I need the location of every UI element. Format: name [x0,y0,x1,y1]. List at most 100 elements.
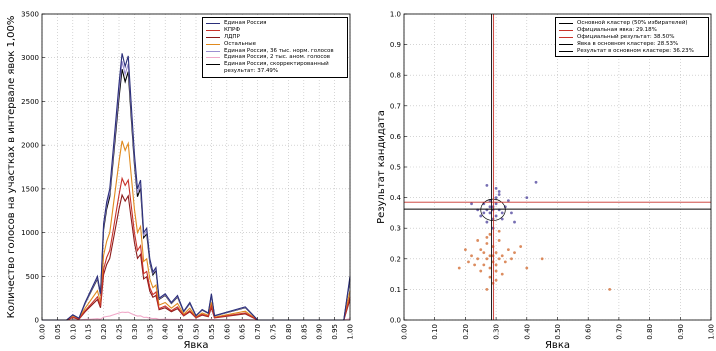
x-axis-label: Явка [183,340,208,351]
legend-label: Единая Россия, 2 тыс. аном. голосов [224,54,331,61]
point [494,263,498,267]
x-tick-label: 0.25 [116,324,124,340]
y-tick-label: 0.3 [390,225,401,233]
y-tick-label: 0.8 [390,72,401,80]
point [488,205,492,209]
legend-label: Единая Россия, скорректированный результ… [224,61,329,75]
point [464,248,467,252]
point [525,266,529,270]
legend-swatch [206,43,220,45]
point [608,288,612,291]
y-tick-label: 0.5 [390,164,401,172]
y-tick-label: 500 [26,273,39,281]
y-tick-label: 2500 [21,98,39,106]
point [488,275,492,279]
y-tick-label: 0.7 [390,102,401,110]
cluster-outline [480,198,506,221]
x-tick-label: 0.50 [554,324,562,340]
point [513,251,516,255]
x-tick-label: 0.20 [462,324,470,340]
legend-entry: Официальный результат: 38.50% [559,34,705,41]
point [476,239,480,242]
x-tick-label: 0.90 [677,324,685,340]
x-tick-label: 0.30 [131,324,139,340]
point [485,220,489,224]
legend-entry: Единая Россия, 2 тыс. аном. голосов [206,54,344,61]
x-axis-label: Явка [545,340,570,351]
point [479,214,483,218]
point [500,254,504,258]
x-tick-label: 0.80 [285,324,293,340]
point [470,254,473,258]
y-tick-label: 0.4 [390,194,402,202]
point [494,202,498,206]
x-tick-label: 1.00 [347,324,355,340]
point [494,214,498,218]
y-tick-label: 3000 [21,54,39,62]
point [482,263,486,267]
point [497,229,501,233]
y-tick-label: 2000 [21,142,39,150]
legend-swatch [559,43,573,45]
point [494,269,498,273]
y-tick-label: 1.0 [390,11,401,19]
legend-label: Результат в основном кластере: 36.23% [577,47,694,54]
legend-label: Основной кластер (50% избирателей) [577,20,688,26]
x-tick-label: 0.40 [523,324,531,340]
y-tick-label: 0.1 [390,286,401,294]
point [510,211,513,215]
legend: Основной кластер (50% избирателей) Официа… [555,17,709,58]
x-tick-label: 0.70 [615,324,623,340]
point [497,190,501,193]
legend-swatch [206,50,220,52]
point [500,272,504,276]
y-tick-label: 0.9 [390,41,401,49]
point [488,266,492,270]
point [503,260,507,264]
legend-label: ЛДПР [224,33,240,40]
legend-entry: ЛДПР [206,34,344,41]
legend-label: Остальные [224,40,257,47]
point [457,266,461,270]
point [467,260,470,264]
point [485,257,489,261]
legend-swatch [559,36,573,38]
point [485,288,489,291]
legend-swatch [206,36,220,38]
y-tick-label: 0.6 [390,133,402,141]
point [476,257,480,261]
point [470,202,473,206]
point [513,220,516,224]
point [479,269,483,273]
point [494,187,498,190]
point [497,257,501,261]
point [488,211,492,215]
series-line [42,53,351,321]
y-tick-label: 0.0 [390,317,401,325]
x-tick-label: 0.75 [270,324,278,340]
y-tick-label: 1000 [21,229,39,237]
point [534,180,538,184]
plot-area [42,53,351,321]
point [473,263,477,267]
legend-label: Официальная явка: 29.18% [577,26,657,33]
point [482,251,486,255]
point [510,257,513,261]
point [506,199,510,203]
x-tick-label: 0.05 [54,324,62,340]
point [497,193,501,196]
x-tick-label: 0.65 [239,324,247,340]
x-tick-label: 0.10 [69,324,77,340]
legend-entry: Остальные [206,41,344,48]
x-tick-label: 0.30 [493,324,501,340]
x-tick-label: 0.95 [331,324,339,340]
legend-swatch [206,64,220,66]
legend-label: Явка в основном кластере: 28.53% [577,40,679,47]
point [540,257,544,261]
x-tick-label: 0.70 [254,324,262,340]
legend-entry: Единая Россия [206,20,344,27]
point [500,211,504,215]
legend-entry: Единая Россия, скорректированный результ… [206,61,344,75]
